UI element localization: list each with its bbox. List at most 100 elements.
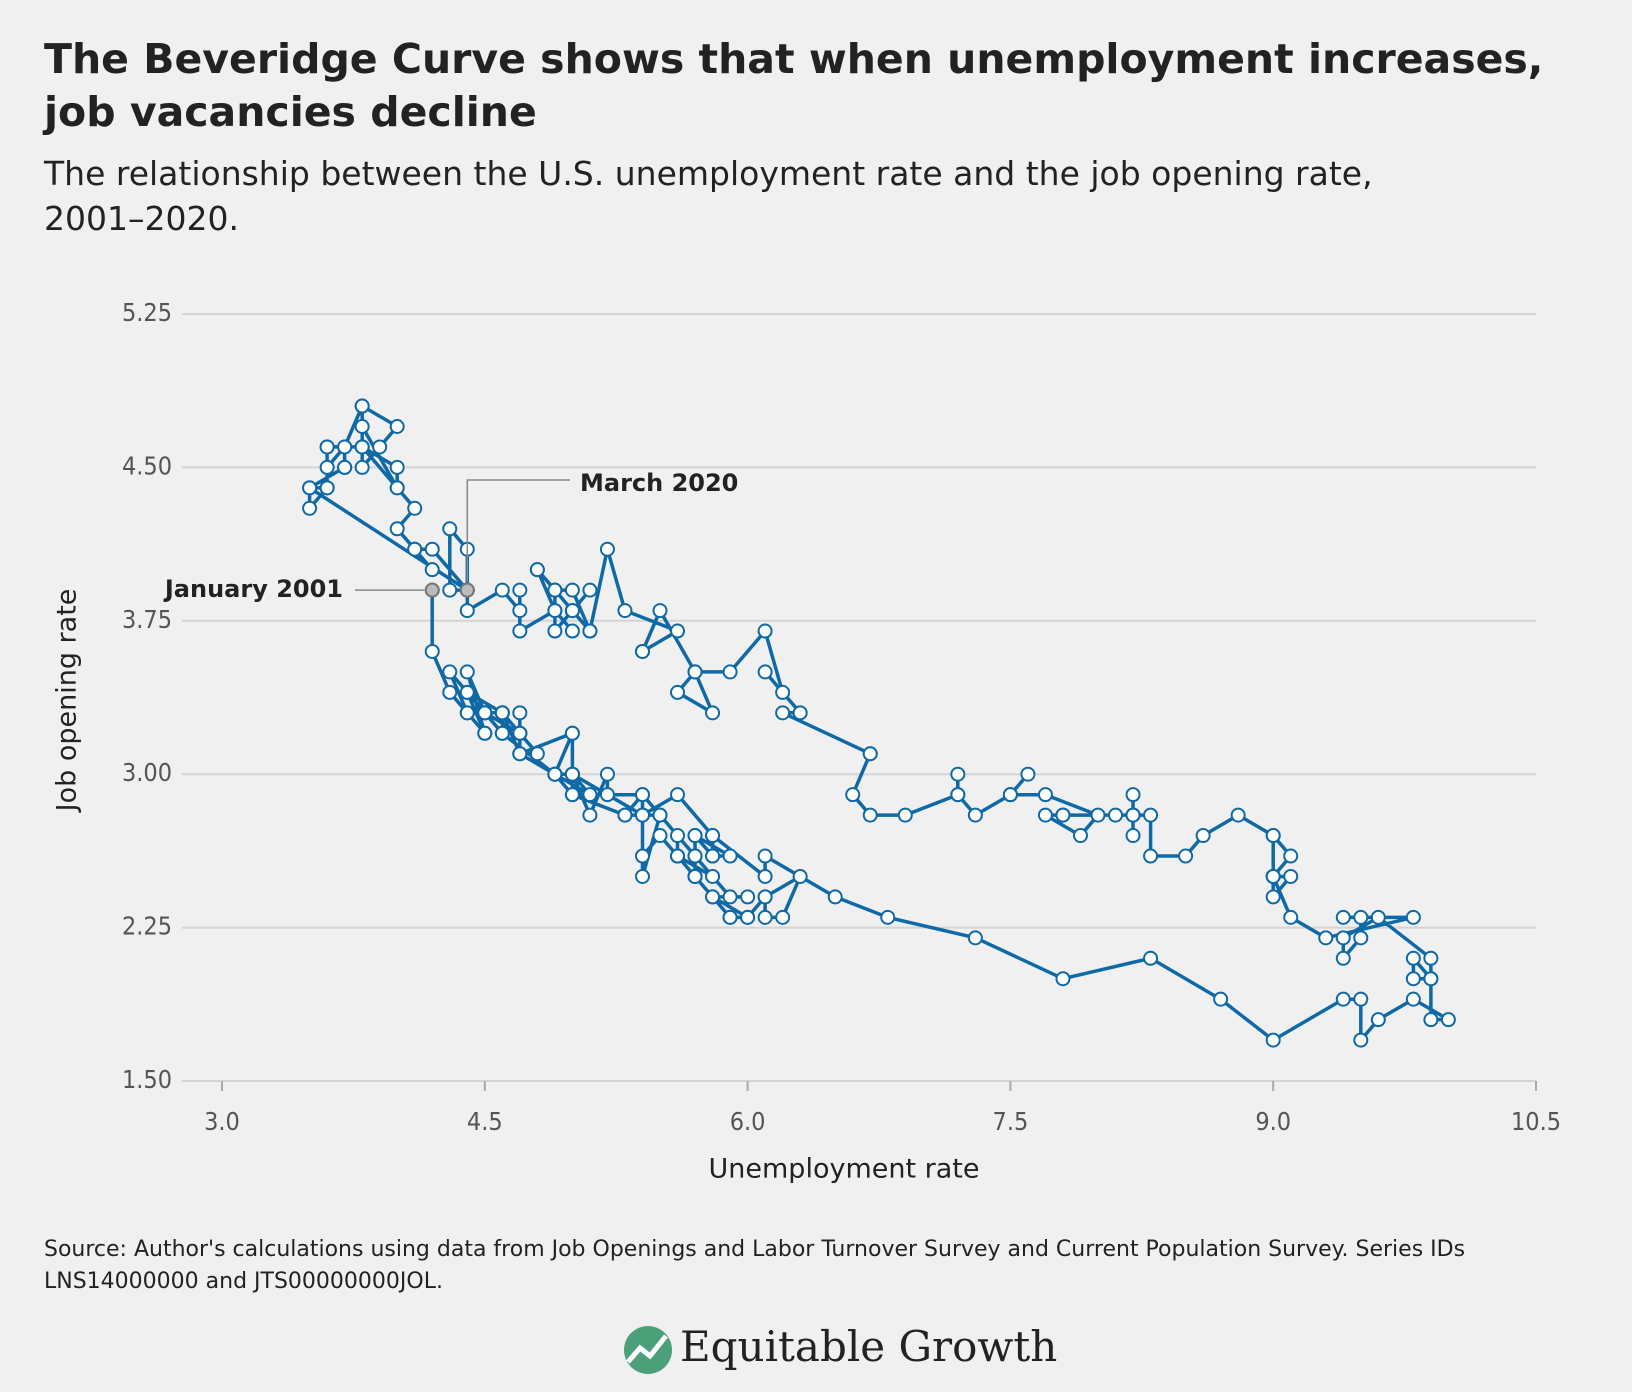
point (670, 848, 686, 864)
point (670, 684, 686, 700)
point (529, 746, 545, 762)
point (1055, 807, 1071, 823)
point (1090, 807, 1106, 823)
annotation-point (459, 582, 475, 598)
point (407, 500, 423, 516)
point (1143, 807, 1159, 823)
point (494, 705, 510, 721)
point (705, 889, 721, 905)
point (1265, 1032, 1281, 1048)
point (477, 705, 493, 721)
point (775, 684, 791, 700)
point (1213, 991, 1229, 1007)
point (1230, 807, 1246, 823)
point (1353, 909, 1369, 925)
logo-icon (624, 1326, 672, 1374)
point (1283, 868, 1299, 884)
point (634, 807, 650, 823)
point (389, 418, 405, 434)
point (564, 582, 580, 598)
annotation-label: January 2001 (163, 575, 343, 603)
point (705, 705, 721, 721)
y-tick-label: 4.50 (122, 451, 172, 480)
y-axis-label: Job opening rate (52, 589, 83, 814)
point (634, 643, 650, 659)
point (389, 480, 405, 496)
point (582, 582, 598, 598)
point (705, 828, 721, 844)
point (1423, 1012, 1439, 1028)
point (862, 746, 878, 762)
point (407, 541, 423, 557)
point (1002, 787, 1018, 803)
point (442, 684, 458, 700)
point (1405, 971, 1421, 987)
point (582, 787, 598, 803)
point (1037, 787, 1053, 803)
point (1370, 909, 1386, 925)
point (757, 848, 773, 864)
point (1125, 787, 1141, 803)
point (1125, 807, 1141, 823)
point (459, 705, 475, 721)
point (337, 439, 353, 455)
point (757, 664, 773, 680)
point (459, 684, 475, 700)
point (529, 562, 545, 578)
point (1423, 971, 1439, 987)
point (1335, 950, 1351, 966)
point (1055, 971, 1071, 987)
point (1370, 1012, 1386, 1028)
point (950, 766, 966, 782)
point (1335, 930, 1351, 946)
y-tick-label: 3.75 (122, 605, 172, 634)
point (1108, 807, 1124, 823)
point (1405, 991, 1421, 1007)
point (1423, 950, 1439, 966)
logo-icon-line (626, 1334, 668, 1364)
point (512, 603, 528, 619)
point (670, 828, 686, 844)
point (512, 725, 528, 741)
point (564, 766, 580, 782)
x-tick-label: 4.5 (467, 1107, 503, 1136)
chart-subtitle: The relationship between the U.S. unempl… (43, 154, 1373, 238)
x-tick-label: 10.5 (1511, 1107, 1561, 1136)
point (1178, 848, 1194, 864)
point (757, 909, 773, 925)
point (494, 582, 510, 598)
point (389, 521, 405, 537)
point (652, 603, 668, 619)
point (897, 807, 913, 823)
annotation-leader (466, 479, 570, 583)
point (1283, 909, 1299, 925)
y-tick-label: 2.25 (122, 912, 172, 941)
logo: Equitable Growth (624, 1322, 1057, 1374)
point (827, 889, 843, 905)
point (722, 848, 738, 864)
point (757, 623, 773, 639)
point (564, 787, 580, 803)
point (617, 807, 633, 823)
point (1143, 950, 1159, 966)
point (880, 909, 896, 925)
y-tick-label: 5.25 (122, 298, 172, 327)
point (1353, 991, 1369, 1007)
point (564, 623, 580, 639)
point (389, 459, 405, 475)
point (512, 705, 528, 721)
y-tick-label: 1.50 (122, 1065, 172, 1094)
point (1265, 868, 1281, 884)
point (775, 909, 791, 925)
point (775, 705, 791, 721)
point (319, 480, 335, 496)
point (354, 459, 370, 475)
point (547, 603, 563, 619)
point (424, 541, 440, 557)
point (372, 439, 388, 455)
point (599, 541, 615, 557)
point (512, 746, 528, 762)
point (757, 889, 773, 905)
point (1265, 889, 1281, 905)
